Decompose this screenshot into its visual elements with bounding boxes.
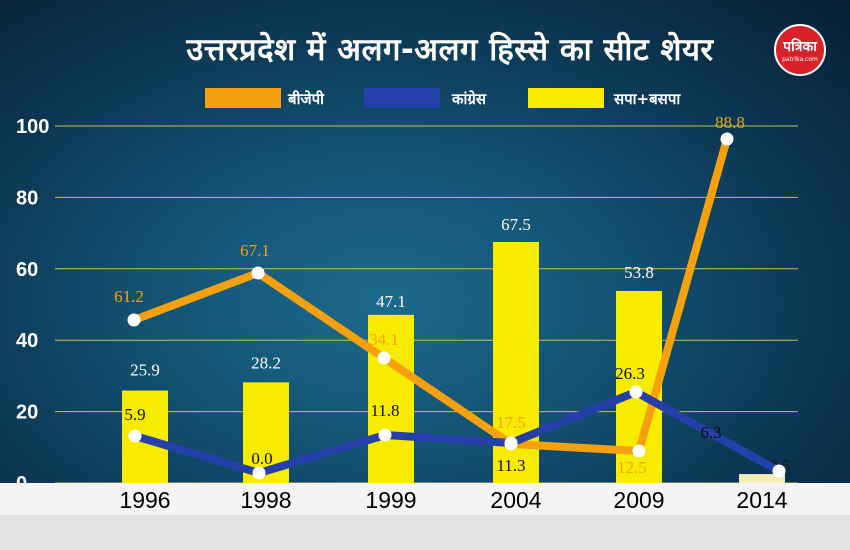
congress-label-1998: 0.0 xyxy=(251,449,272,468)
bjp-label-1999: 34.1 xyxy=(369,330,399,349)
x-tick-1998: 1998 xyxy=(240,487,291,513)
congress-label-2009: 26.3 xyxy=(615,364,645,383)
congress-line xyxy=(131,388,783,477)
congress-point-2004 xyxy=(504,436,518,450)
bjp-label-1996: 61.2 xyxy=(114,287,144,306)
congress-point-2009 xyxy=(629,385,643,399)
legend-swatch-1 xyxy=(364,88,440,108)
logo-text: पत्रिका xyxy=(783,39,817,55)
congress-point-2014 xyxy=(772,464,786,478)
x-tick-2004: 2004 xyxy=(490,487,541,513)
bjp-label-1998: 67.1 xyxy=(240,241,270,260)
congress-point-1998 xyxy=(252,466,266,480)
bjp-point-1998 xyxy=(251,266,265,280)
y-tick-40: 40 xyxy=(16,330,38,352)
legend-swatch-0 xyxy=(205,88,281,108)
x-tick-1996: 1996 xyxy=(119,487,170,513)
congress-label-1996: 5.9 xyxy=(124,405,145,424)
congress-point-1999 xyxy=(378,428,392,442)
bar-label-2009: 53.8 xyxy=(624,263,654,282)
bjp-point-1999 xyxy=(377,351,391,365)
bar-1999 xyxy=(368,314,414,483)
congress-label-1999: 11.8 xyxy=(370,401,399,420)
bjp-point-2009 xyxy=(632,444,646,458)
logo-subtext: patrika.com xyxy=(782,56,818,63)
chart-title: उत्तरप्रदेश में अलग-अलग हिस्से का सीट शे… xyxy=(186,32,714,68)
legend-swatch-2 xyxy=(528,88,604,108)
y-tick-20: 20 xyxy=(16,402,38,424)
bjp-label-2009: 12.5 xyxy=(617,458,647,477)
x-axis-band xyxy=(0,483,850,515)
y-tick-80: 80 xyxy=(16,187,38,209)
y-tick-60: 60 xyxy=(16,259,38,281)
x-axis-band-shadow xyxy=(0,515,850,550)
bar-2014 xyxy=(739,474,785,483)
x-tick-1999: 1999 xyxy=(365,487,416,513)
congress-point-1996 xyxy=(128,429,142,443)
bjp-label-2004: 17.5 xyxy=(496,413,526,432)
congress-label-2004: 11.3 xyxy=(496,456,525,475)
bar-label-1996: 25.9 xyxy=(130,361,160,380)
x-tick-2014: 2014 xyxy=(736,487,787,513)
x-tick-2009: 2009 xyxy=(613,487,664,513)
bar-label-1999: 47.1 xyxy=(376,292,406,311)
y-tick-100: 100 xyxy=(16,116,49,138)
bar-label-1998: 28.2 xyxy=(251,353,281,372)
legend-label-2: सपा+बसपा xyxy=(613,90,681,108)
bar-label-2004: 67.5 xyxy=(501,215,531,234)
legend-label-0: बीजेपी xyxy=(287,90,325,108)
congress-label-2014: 6.3 xyxy=(700,423,721,442)
legend-label-1: कांग्रेस xyxy=(451,90,487,108)
bjp-point-2014 xyxy=(720,132,734,146)
bjp-point-1996 xyxy=(127,313,141,327)
patrika-logo: पत्रिका patrika.com xyxy=(774,24,826,76)
bjp-label-2014: 88.8 xyxy=(715,113,745,132)
